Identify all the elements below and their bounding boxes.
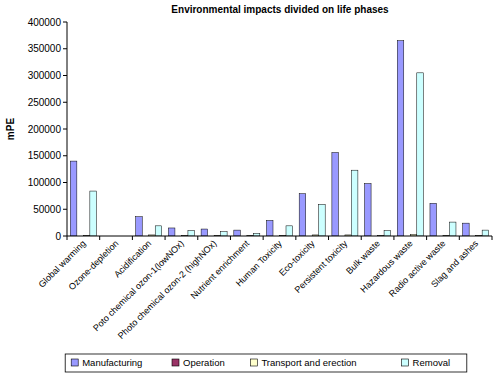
y-tick	[63, 22, 67, 23]
chart: Environmental impacts divided on life ph…	[0, 0, 500, 377]
bar	[332, 153, 339, 236]
bar	[90, 191, 97, 236]
title: Environmental impacts divided on life ph…	[171, 4, 389, 15]
bar	[299, 194, 306, 236]
x-tick	[230, 236, 231, 240]
bar	[351, 170, 358, 236]
y-tick	[63, 209, 67, 210]
bar	[188, 231, 195, 236]
x-tick	[459, 236, 460, 240]
y-tick-label: 300000	[28, 70, 62, 81]
bar	[384, 231, 391, 236]
y-tick	[63, 48, 67, 49]
bar	[155, 226, 162, 236]
y-tick-label: 50000	[33, 204, 61, 215]
bar	[136, 217, 143, 236]
legend-label: Transport and erection	[261, 357, 356, 368]
legend-swatch	[71, 359, 78, 366]
x-tick	[197, 236, 198, 240]
legend-frame	[65, 354, 467, 372]
bar	[397, 41, 404, 236]
y-axis	[67, 22, 68, 236]
bar	[319, 204, 326, 236]
y-tick-label: 200000	[28, 124, 62, 135]
y-tick	[63, 155, 67, 156]
y-tick-label: 250000	[28, 97, 62, 108]
bar	[201, 229, 208, 236]
x-tick	[99, 236, 100, 240]
x-tick-label: Radio active waste	[387, 238, 447, 298]
x-tick	[165, 236, 166, 240]
x-tick	[492, 236, 493, 240]
x-tick	[393, 236, 394, 240]
bar	[482, 230, 489, 236]
y-tick-label: 0	[55, 231, 61, 242]
bar	[365, 184, 372, 236]
x-tick	[67, 236, 68, 240]
y-tick-label: 400000	[28, 17, 62, 28]
legend-label: Removal	[413, 357, 451, 368]
y-tick-label: 350000	[28, 43, 62, 54]
x-axis	[67, 236, 492, 237]
legend-label: Manufacturing	[82, 357, 142, 368]
x-tick-label: Slag and ashes	[429, 238, 480, 289]
legend-swatch	[250, 359, 257, 366]
legend-swatch	[172, 359, 179, 366]
y-tick	[63, 75, 67, 76]
y-tick	[63, 236, 67, 237]
x-tick	[361, 236, 362, 240]
y-axis-label: mPE	[5, 118, 16, 141]
x-tick	[263, 236, 264, 240]
bar	[463, 223, 470, 236]
x-tick-label: Ozone-depletion	[67, 238, 121, 292]
y-tick	[63, 102, 67, 103]
y-tick	[63, 182, 67, 183]
y-tick	[63, 129, 67, 130]
bar	[417, 73, 424, 236]
bar	[267, 220, 274, 236]
legend-swatch	[402, 359, 409, 366]
bars	[70, 41, 488, 236]
bar	[70, 161, 77, 236]
x-tick-label: Persistent toxicity	[293, 238, 350, 295]
bar	[234, 230, 241, 236]
legend: Manufacturing Operation Transport and erec…	[65, 354, 467, 372]
x-tick-label: Human Toxicity	[234, 238, 284, 288]
x-tick-label: Nutrient enrichment	[189, 238, 252, 301]
bar	[430, 203, 437, 236]
y-tick-label: 100000	[28, 177, 62, 188]
bar	[221, 232, 228, 236]
x-tick	[328, 236, 329, 240]
legend-label: Operation	[183, 357, 225, 368]
bar	[449, 222, 456, 236]
bar	[168, 228, 175, 236]
x-tick	[426, 236, 427, 240]
bar	[286, 226, 293, 236]
x-tick	[295, 236, 296, 240]
x-tick	[132, 236, 133, 240]
y-tick-label: 150000	[28, 150, 62, 161]
